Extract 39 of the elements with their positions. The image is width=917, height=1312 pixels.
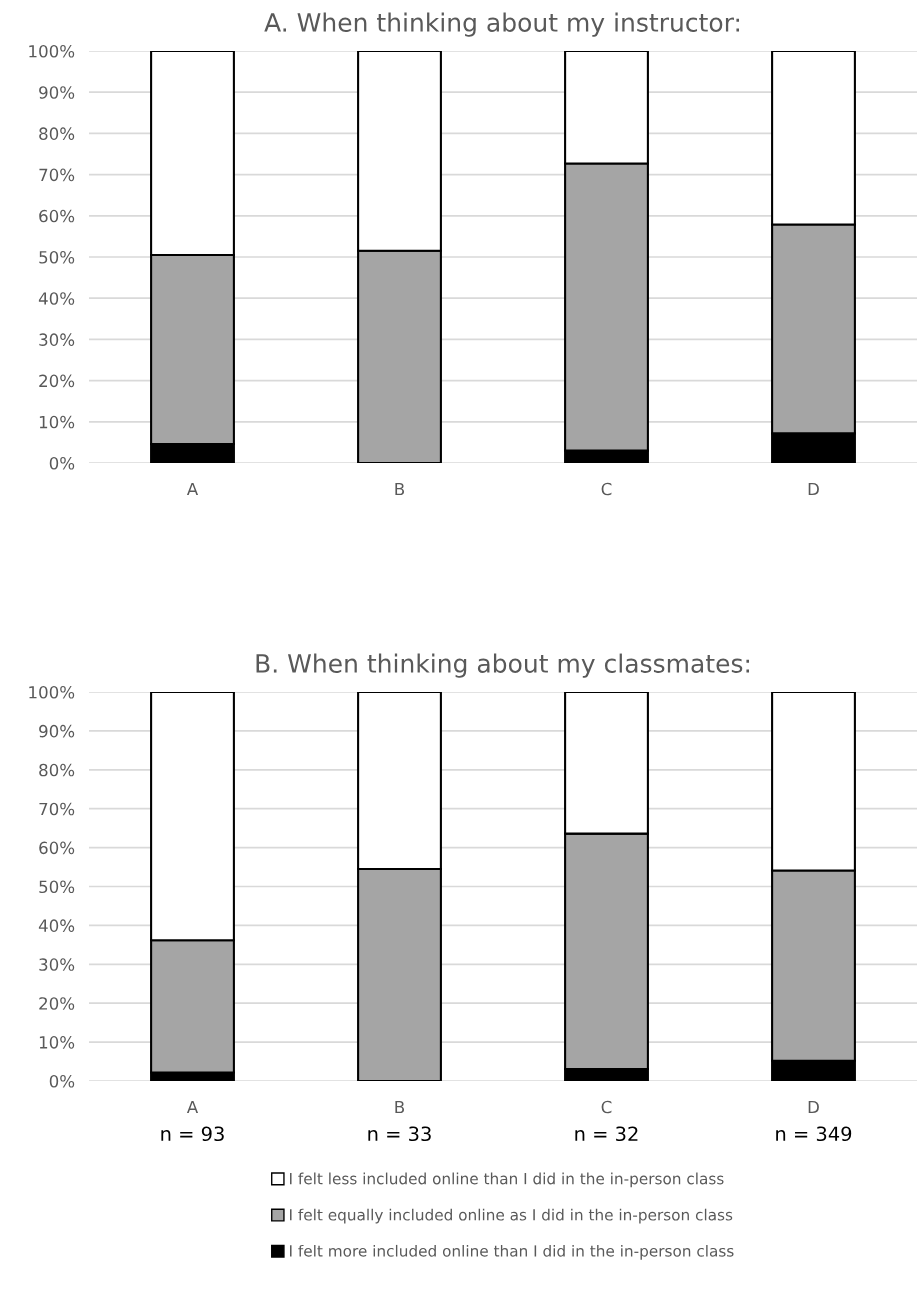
y-tick-label: 40% (38, 292, 75, 305)
x-tick-label: D (808, 1100, 819, 1114)
text: n = 32 (575, 1126, 638, 1142)
x-tick-label: C (601, 1100, 612, 1114)
x-tick-label: B (395, 482, 405, 496)
y-tick-label: 100% (29, 44, 75, 58)
legend-label: I felt more included online than I did in the in-person class (290, 1244, 734, 1260)
text: n = 349 (776, 1126, 852, 1142)
y-tick-label: 50% (39, 250, 75, 264)
text: n = 33 (368, 1126, 431, 1142)
y-tick-label: 0% (49, 1074, 75, 1088)
chart-title: B. When thinking about my classmates: (256, 653, 750, 678)
y-tick-label: 50% (39, 880, 75, 894)
x-tick-label: A (186, 1100, 199, 1114)
y-tick-label: 80% (39, 763, 75, 777)
x-tick-label: C (601, 482, 612, 496)
y-tick-label: 70% (39, 168, 75, 182)
x-tick-label: D (808, 482, 819, 496)
x-tick-label: A (186, 482, 199, 496)
legend-label: I felt less included online than I did in the in-person class (290, 1172, 724, 1188)
x-tick-label: B (395, 1100, 405, 1114)
y-tick-label: 30% (39, 958, 75, 971)
y-tick-label: 60% (39, 209, 75, 223)
y-tick-label: 60% (39, 841, 75, 855)
y-tick-label: 70% (39, 802, 75, 816)
y-tick-label: 90% (39, 724, 75, 738)
text: n = 93 (161, 1126, 224, 1142)
y-tick-label: 10% (39, 415, 75, 429)
y-tick-label: 100% (29, 685, 75, 699)
y-tick-label: 20% (39, 374, 75, 388)
legend-label: I felt equally included online as I did in the in-person class (290, 1208, 733, 1224)
chart-title: A. When thinking about my instructor: (264, 12, 740, 37)
y-tick-label: 40% (38, 919, 75, 932)
y-tick-label: 0% (49, 456, 75, 470)
y-tick-label: 30% (39, 333, 75, 346)
y-tick-label: 20% (39, 997, 75, 1010)
y-tick-label: 80% (39, 127, 75, 140)
y-tick-label: 10% (39, 1036, 75, 1049)
y-tick-label: 90% (39, 86, 75, 99)
